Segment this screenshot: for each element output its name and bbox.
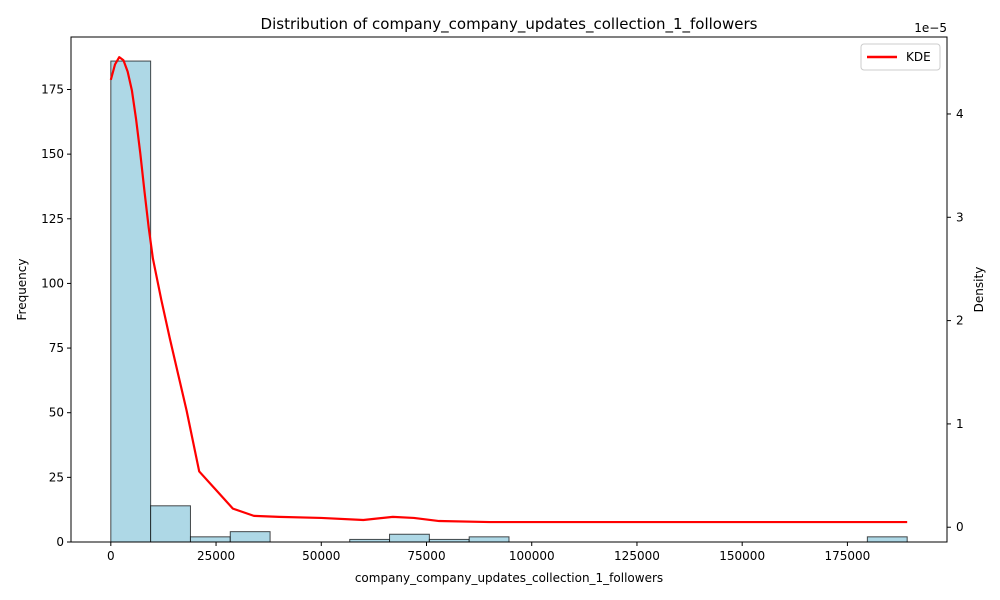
y2-tick-label: 0 — [956, 520, 964, 534]
y-tick-label: 75 — [49, 341, 64, 355]
x-tick-label: 25000 — [197, 549, 235, 563]
y2-tick-label: 2 — [956, 314, 964, 328]
y-tick-label: 175 — [41, 82, 64, 96]
x-tick-label: 75000 — [407, 549, 445, 563]
kde-line — [109, 56, 908, 524]
x-axis-label: company_company_updates_collection_1_fol… — [355, 571, 663, 585]
legend-kde-label: KDE — [906, 50, 931, 64]
x-tick-label: 0 — [107, 549, 115, 563]
y-tick-label: 125 — [41, 212, 64, 226]
y2-tick-label: 1 — [956, 417, 964, 431]
x-tick-label: 50000 — [302, 549, 340, 563]
y-tick-label: 150 — [41, 147, 64, 161]
y2-offset-text: 1e−5 — [914, 21, 947, 35]
x-axis: 0 25000 50000 75000 100000 125000 150000 175000 — [107, 542, 870, 563]
histogram-bar — [229, 531, 271, 543]
y-tick-label: 50 — [49, 406, 64, 420]
chart-title: Distribution of company_company_updates_… — [261, 15, 758, 34]
x-tick-label: 125000 — [614, 549, 660, 563]
histogram-bar — [189, 536, 231, 543]
y-axis: 0 25 50 75 100 125 150 175 — [41, 82, 71, 549]
x-tick-label: 150000 — [719, 549, 765, 563]
y-tick-label: 0 — [56, 535, 64, 549]
legend-box — [860, 43, 941, 71]
histogram-bar — [866, 536, 908, 543]
y2-tick-label: 4 — [956, 107, 964, 121]
legend: KDE — [860, 43, 941, 71]
y2-axis-label: Density — [972, 267, 986, 313]
y2-tick-label: 3 — [956, 210, 964, 224]
y2-axis: 0 1 2 3 4 — [947, 107, 964, 534]
kde-layer — [109, 56, 908, 524]
histogram-bar — [110, 60, 152, 543]
histogram-bar — [150, 505, 191, 543]
histogram-bar — [468, 536, 510, 543]
x-tick-label: 175000 — [825, 549, 871, 563]
y-tick-label: 100 — [41, 276, 64, 290]
x-tick-label: 100000 — [509, 549, 555, 563]
y-axis-label: Frequency — [15, 259, 29, 321]
plot-frame — [70, 36, 948, 543]
histogram-bars — [110, 60, 908, 543]
histogram-bar — [389, 533, 430, 543]
y-tick-label: 25 — [49, 470, 64, 484]
